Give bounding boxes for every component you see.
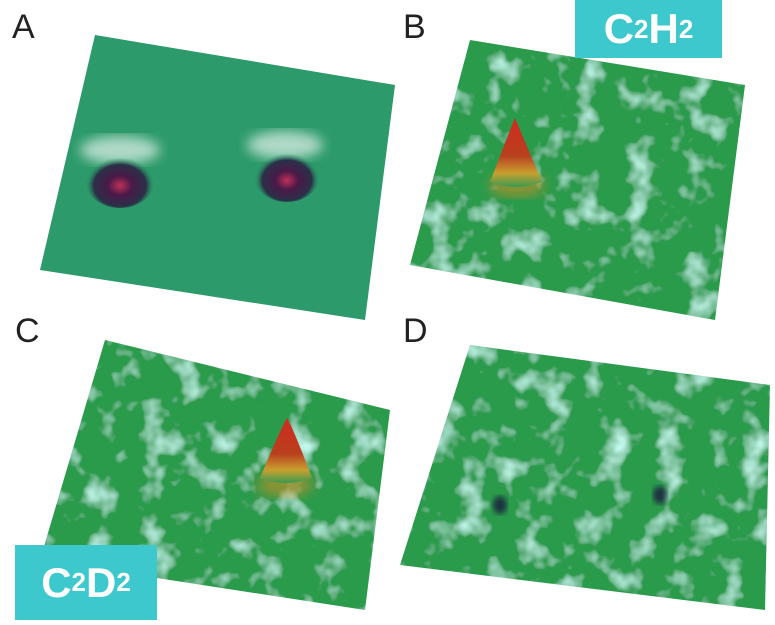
- badge-text: C: [41, 559, 71, 607]
- surface-d: [400, 345, 770, 610]
- badge-text: C: [604, 5, 634, 53]
- hole: [254, 148, 320, 202]
- dimple: [493, 496, 507, 514]
- badge-text: H: [649, 5, 679, 53]
- panel-label: B: [403, 8, 426, 47]
- panel-label: A: [12, 8, 35, 47]
- figure: A B C D C2H2 C2D2: [0, 0, 775, 625]
- surface-b: [410, 40, 745, 320]
- badge-sub: 2: [679, 14, 693, 45]
- badge-text: D: [86, 559, 116, 607]
- panel-label: D: [403, 312, 428, 351]
- surfaces: [0, 0, 775, 625]
- hole: [85, 152, 155, 208]
- panel-label: C: [15, 312, 40, 351]
- dimple: [653, 486, 667, 504]
- badge-sub: 2: [634, 14, 648, 45]
- badge-sub: 2: [116, 567, 130, 598]
- badge-sub: 2: [72, 567, 86, 598]
